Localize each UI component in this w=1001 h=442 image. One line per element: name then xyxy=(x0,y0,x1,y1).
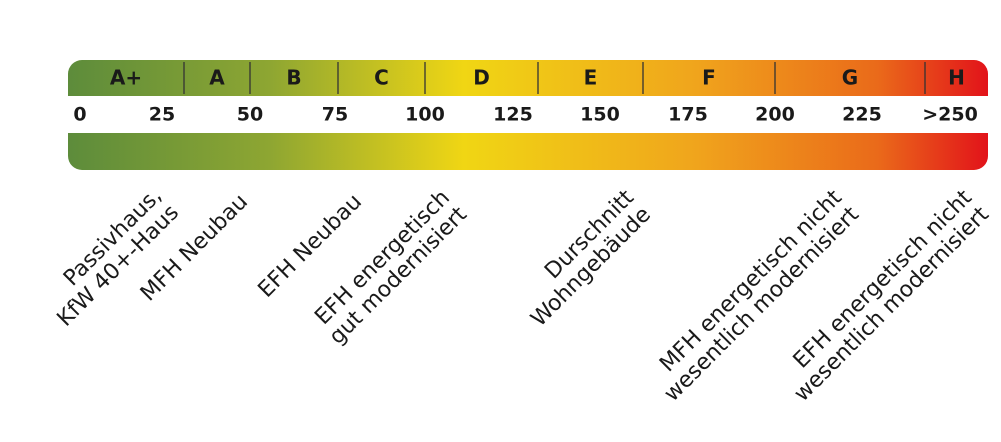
scale-label: 25 xyxy=(149,104,175,126)
class-label: G xyxy=(842,66,858,90)
class-label: D xyxy=(473,66,490,90)
class-label: C xyxy=(374,66,389,90)
class-label: H xyxy=(948,66,965,90)
scale-label: 175 xyxy=(668,104,708,126)
scale-label: 225 xyxy=(842,104,882,126)
class-label: F xyxy=(702,66,716,90)
scale-label: 50 xyxy=(237,104,263,126)
scale-label: 150 xyxy=(580,104,620,126)
class-label: E xyxy=(584,66,598,90)
class-label: B xyxy=(286,66,301,90)
class-label: A+ xyxy=(110,66,142,90)
scale-label: 75 xyxy=(322,104,348,126)
scale-label: 0 xyxy=(73,104,86,126)
annotation: Passivhaus,KfW 40+-Haus xyxy=(53,183,184,331)
scale-strip xyxy=(60,96,995,133)
class-label: A xyxy=(209,66,225,90)
scale-label: >250 xyxy=(922,104,978,126)
scale-label: 125 xyxy=(493,104,533,126)
scale-label: 200 xyxy=(755,104,795,126)
scale-label: 100 xyxy=(405,104,445,126)
